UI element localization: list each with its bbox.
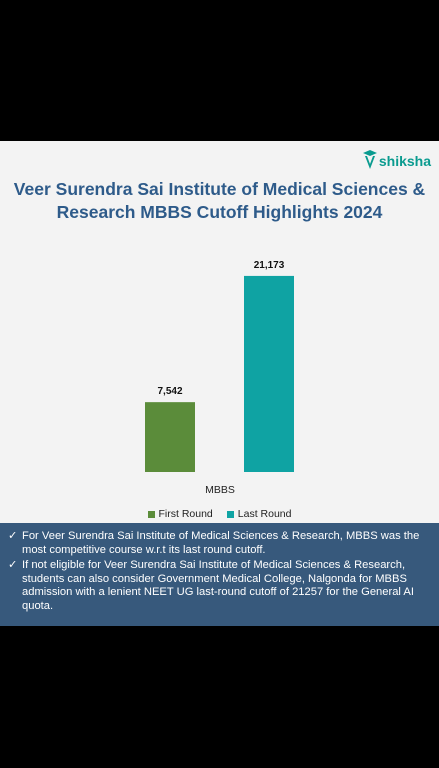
note-item: ✓ If not eligible for Veer Surendra Sai … (8, 559, 431, 613)
bar-last-round (244, 275, 294, 472)
bar-chart: 7,542 21,173 MBBS (145, 260, 294, 496)
legend-swatch (226, 510, 234, 518)
notes-panel: ✓ For Veer Surendra Sai Institute of Med… (0, 523, 439, 626)
check-icon: ✓ (8, 530, 18, 542)
bar-first-round (145, 402, 195, 472)
chart-title: Veer Surendra Sai Institute of Medical S… (13, 179, 426, 222)
legend-swatch (147, 510, 155, 518)
note-text: For Veer Surendra Sai Institute of Medic… (22, 530, 420, 556)
check-icon: ✓ (8, 559, 18, 572)
data-label: 21,173 (254, 260, 285, 271)
note-text: If not eligible for Veer Surendra Sai In… (22, 559, 414, 612)
shiksha-logo: shiksha (362, 149, 431, 173)
legend-item: Last Round (226, 508, 292, 520)
brand-name: shiksha (378, 153, 431, 169)
legend-label: First Round (158, 508, 213, 520)
chart-legend: First Round Last Round (0, 508, 439, 520)
graduate-icon (362, 150, 377, 169)
infographic-card: shiksha Veer Surendra Sai Institute of M… (0, 141, 439, 626)
legend-item: First Round (147, 508, 213, 520)
category-label: MBBS (205, 484, 235, 496)
data-label: 7,542 (157, 386, 182, 397)
note-item: ✓ For Veer Surendra Sai Institute of Med… (8, 530, 431, 557)
legend-label: Last Round (237, 508, 292, 520)
